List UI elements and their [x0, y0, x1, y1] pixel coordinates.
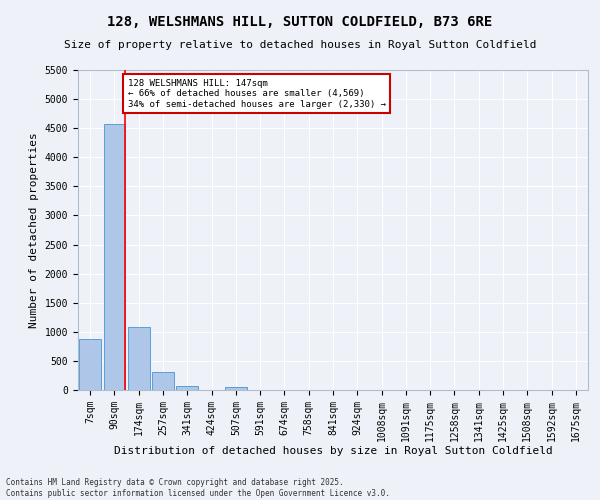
Y-axis label: Number of detached properties: Number of detached properties — [29, 132, 39, 328]
Text: 128 WELSHMANS HILL: 147sqm
← 66% of detached houses are smaller (4,569)
34% of s: 128 WELSHMANS HILL: 147sqm ← 66% of deta… — [128, 78, 386, 108]
Text: Size of property relative to detached houses in Royal Sutton Coldfield: Size of property relative to detached ho… — [64, 40, 536, 50]
Bar — [152, 372, 174, 390]
Text: 128, WELSHMANS HILL, SUTTON COLDFIELD, B73 6RE: 128, WELSHMANS HILL, SUTTON COLDFIELD, B… — [107, 15, 493, 29]
Bar — [176, 386, 198, 390]
Bar — [225, 388, 247, 390]
Bar — [104, 124, 125, 390]
X-axis label: Distribution of detached houses by size in Royal Sutton Coldfield: Distribution of detached houses by size … — [113, 446, 553, 456]
Bar — [79, 339, 101, 390]
Bar — [128, 327, 149, 390]
Text: Contains HM Land Registry data © Crown copyright and database right 2025.
Contai: Contains HM Land Registry data © Crown c… — [6, 478, 390, 498]
